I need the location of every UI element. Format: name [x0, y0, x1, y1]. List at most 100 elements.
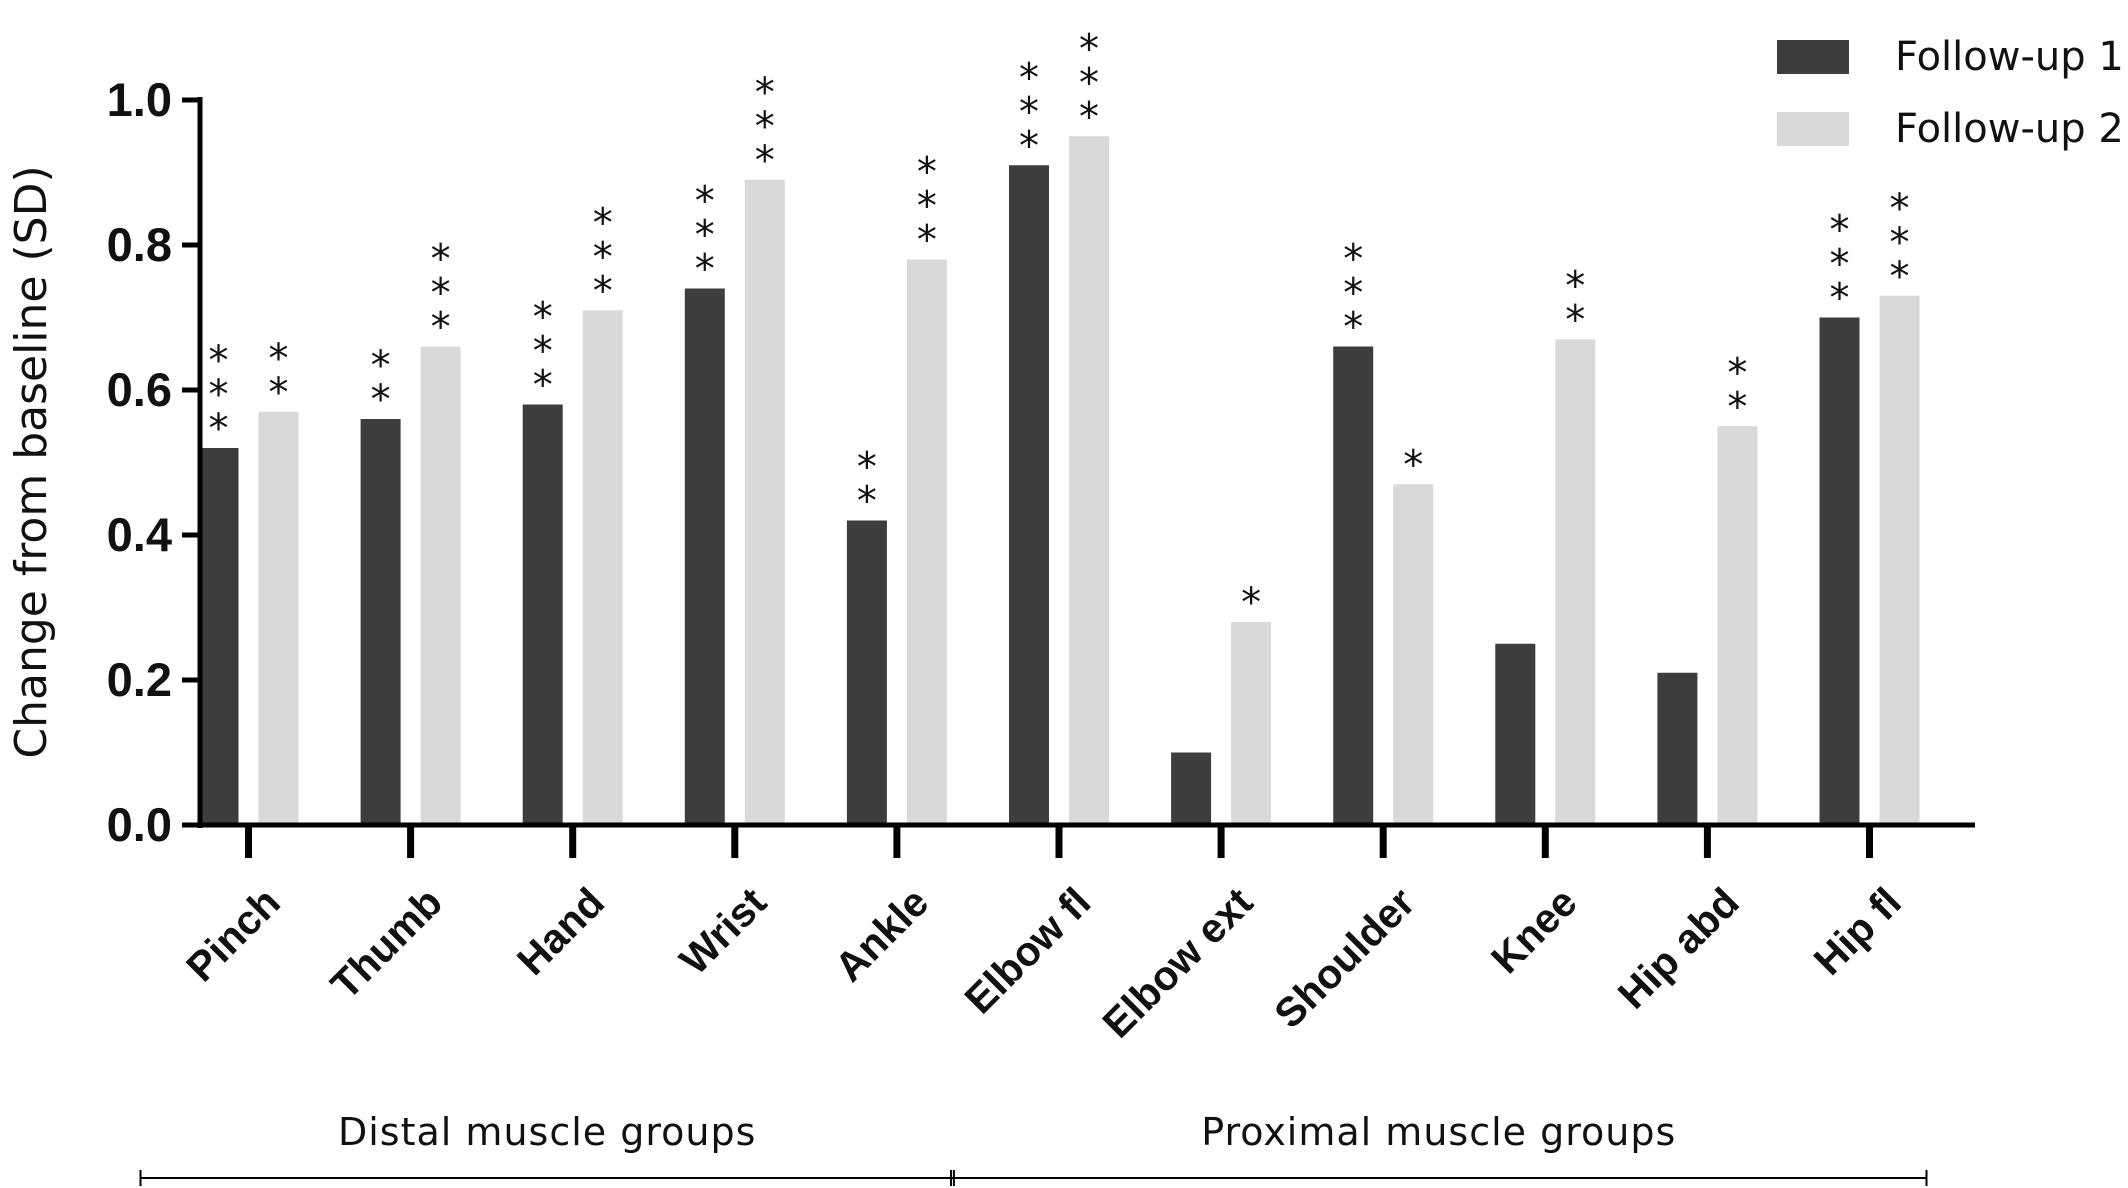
significance-star: *: [857, 445, 877, 491]
bar-follow-up-1-shoulder: [1333, 346, 1374, 825]
legend-label: Follow-up 2: [1895, 106, 2124, 152]
bars-layer: [198, 136, 1920, 825]
y-tick-label: 0.4: [107, 508, 172, 561]
significance-star: *: [269, 370, 289, 416]
group-brackets: Distal muscle groups Proximal muscle grou…: [139, 1110, 1928, 1186]
x-tick-label: Hip fl: [1805, 879, 1910, 984]
significance-star: *: [533, 363, 553, 409]
significance-star: *: [209, 406, 229, 452]
axes-layer: [197, 97, 1975, 828]
significance-star: *: [755, 104, 775, 150]
bar-follow-up-2-ankle: [906, 259, 947, 825]
significance-star: *: [1727, 350, 1747, 396]
significance-star: *: [1830, 242, 1850, 288]
bar-follow-up-1-ankle: [846, 520, 887, 825]
significance-star: *: [695, 179, 715, 225]
bar-follow-up-2-elbow-ext: [1231, 622, 1272, 825]
significance-star: *: [593, 234, 613, 280]
bar-follow-up-2-pinch: [258, 411, 299, 825]
bar-follow-up-2-hand: [582, 310, 623, 825]
significance-star: *: [1890, 254, 1910, 300]
significance-star: *: [371, 343, 391, 389]
bar-follow-up-2-elbow-fl: [1069, 136, 1109, 825]
significance-star: *: [1241, 580, 1261, 626]
significance-star: *: [533, 329, 553, 375]
significance-star: *: [917, 150, 937, 196]
x-tick-label: Elbow fl: [956, 879, 1100, 1023]
legend: Follow-up 1 Follow-up 2: [1777, 34, 2124, 152]
x-tick-label: Elbow ext: [1094, 879, 1262, 1047]
significance-star: *: [533, 295, 553, 341]
significance-star: *: [1830, 208, 1850, 254]
bar-follow-up-1-knee: [1495, 643, 1536, 825]
significance-star: *: [1019, 123, 1039, 169]
bar-follow-up-1-thumb: [360, 419, 401, 825]
bar-follow-up-2-hip-fl: [1879, 295, 1920, 825]
x-tick-label: Hand: [508, 879, 613, 984]
significance-star: *: [917, 218, 937, 264]
legend-swatch: [1777, 112, 1849, 146]
significance-star: *: [431, 237, 451, 283]
y-tick-label: 1.0: [107, 73, 172, 126]
significance-star: *: [1890, 220, 1910, 266]
significance-star: *: [1079, 60, 1099, 106]
x-tick-label: Knee: [1482, 879, 1585, 982]
x-tick-label: Wrist: [671, 879, 776, 984]
bar-follow-up-2-shoulder: [1393, 484, 1434, 825]
y-tick-label: 0.6: [107, 363, 172, 416]
significance-star: *: [269, 336, 289, 382]
bar-follow-up-1-elbow-fl: [1009, 165, 1049, 825]
significance-star: *: [431, 271, 451, 317]
group-label: Distal muscle groups: [338, 1110, 756, 1154]
x-tick-label: Hip abd: [1609, 879, 1748, 1018]
y-axis-label: Change from baseline (SD): [6, 165, 57, 758]
significance-star: *: [593, 268, 613, 314]
significance-star: *: [1403, 442, 1423, 488]
significance-star: *: [1019, 89, 1039, 135]
legend-swatch: [1777, 40, 1849, 74]
significance-star: *: [1079, 26, 1099, 72]
y-tick-label: 0.0: [107, 798, 172, 851]
group-label: Proximal muscle groups: [1201, 1110, 1676, 1154]
significance-star: *: [695, 213, 715, 259]
significance-star: *: [371, 377, 391, 423]
x-tick-label: Thumb: [322, 879, 451, 1008]
significance-star: *: [755, 70, 775, 116]
bar-follow-up-1-hip-abd: [1657, 672, 1698, 825]
significance-star: *: [695, 247, 715, 293]
x-tick-label: Ankle: [826, 879, 937, 990]
significance-star: *: [1343, 305, 1363, 351]
bar-follow-up-2-hip-abd: [1717, 426, 1758, 825]
significance-star: *: [755, 138, 775, 184]
bar-follow-up-2-wrist: [744, 179, 785, 825]
significance-star: *: [209, 338, 229, 384]
x-tick-label: Pinch: [177, 879, 288, 990]
significance-star: *: [857, 479, 877, 525]
significance-star: *: [431, 305, 451, 351]
y-tick-label: 0.2: [107, 653, 172, 706]
bar-follow-up-1-hand: [522, 404, 563, 825]
x-tick-label: Shoulder: [1265, 879, 1423, 1037]
significance-star: *: [1890, 186, 1910, 232]
significance-star: *: [1343, 271, 1363, 317]
significance-star: *: [1019, 55, 1039, 101]
significance-star: *: [1830, 276, 1850, 322]
bar-follow-up-1-hip-fl: [1819, 317, 1860, 825]
bar-follow-up-2-thumb: [420, 346, 461, 825]
bar-follow-up-1-wrist: [684, 288, 725, 825]
significance-star: *: [1565, 263, 1585, 309]
significance-star: *: [917, 184, 937, 230]
significance-star: *: [1565, 297, 1585, 343]
bar-follow-up-1-pinch: [198, 448, 239, 825]
significance-star: *: [593, 200, 613, 246]
bar-follow-up-1-elbow-ext: [1171, 752, 1212, 825]
significance-star: *: [1343, 237, 1363, 283]
significance-star: *: [1079, 94, 1099, 140]
significance-layer: ***** ***********************************…: [209, 26, 1910, 626]
bar-follow-up-2-knee: [1555, 339, 1596, 825]
legend-label: Follow-up 1: [1895, 34, 2124, 80]
significance-star: *: [1727, 384, 1747, 430]
y-tick-label: 0.8: [107, 218, 172, 271]
